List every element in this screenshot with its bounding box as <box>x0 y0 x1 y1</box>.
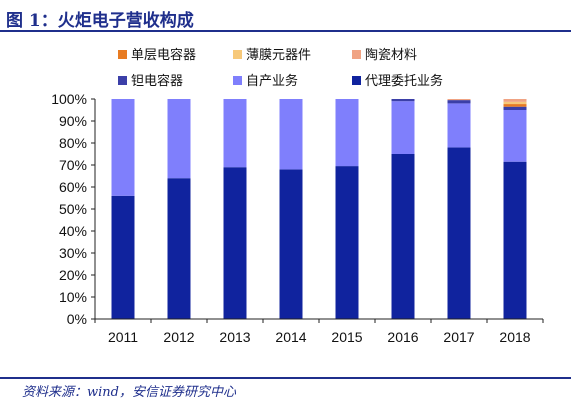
x-tick-label: 2013 <box>219 329 250 345</box>
chart-axes: 0% 10% 20% 30% 40% 50% 60% 70% 80% 90% 100% <box>51 91 544 327</box>
bar-segment <box>167 99 191 179</box>
title-divider <box>0 30 571 32</box>
bar-segment <box>279 169 303 319</box>
legend-label: 单层电容器 <box>131 47 196 62</box>
legend-swatch <box>118 50 127 59</box>
chart-title: 图 1：火炬电子营收构成 <box>6 6 194 31</box>
y-tick-label: 50% <box>59 201 87 217</box>
bar-segment <box>111 195 135 319</box>
bar-segment <box>111 99 135 196</box>
bar-segment <box>391 101 415 154</box>
bar-segment <box>391 154 415 319</box>
y-tick-label: 30% <box>59 245 87 261</box>
y-tick-label: 40% <box>59 223 87 239</box>
y-tick-label: 90% <box>59 113 87 129</box>
y-tick-label: 20% <box>59 267 87 283</box>
x-tick-label: 2018 <box>499 329 530 345</box>
y-tick-label: 10% <box>59 289 87 305</box>
y-tick-label: 100% <box>51 91 87 107</box>
legend-swatch <box>233 76 242 85</box>
legend-label: 陶瓷材料 <box>365 47 417 62</box>
footer-divider <box>0 377 571 379</box>
bar-segment <box>391 99 415 102</box>
x-tick-label: 2011 <box>108 329 138 345</box>
bar-segment <box>447 147 471 319</box>
bar-segment <box>167 178 191 319</box>
legend-label: 代理委托业务 <box>365 73 443 88</box>
source-note: 资料来源：wind，安信证券研究中心 <box>22 385 236 400</box>
bar-segment <box>335 166 359 319</box>
y-tick-label: 0% <box>67 311 87 327</box>
bar-segment <box>503 110 527 162</box>
bar-segment <box>447 103 471 148</box>
bar-stacks: 2011 2012 2013 2014 2015 2016 2017 2018 <box>108 99 531 345</box>
legend-swatch <box>352 76 361 85</box>
x-tick-label: 2012 <box>163 329 194 345</box>
bar-segment <box>447 99 471 101</box>
figure-label: 图 1： <box>6 11 58 31</box>
x-tick-label: 2014 <box>275 329 306 345</box>
legend-label: 钽电容器 <box>131 73 183 88</box>
bar-segment <box>503 104 527 107</box>
y-tick-label: 70% <box>59 157 87 173</box>
legend-label: 自产业务 <box>246 73 298 88</box>
legend-label: 薄膜元器件 <box>246 47 311 62</box>
bar-segment <box>503 99 527 102</box>
x-tick-label: 2016 <box>387 329 418 345</box>
bar-segment <box>335 99 359 167</box>
y-tick-label: 60% <box>59 179 87 195</box>
legend-swatch <box>352 50 361 59</box>
y-tick-label: 80% <box>59 135 87 151</box>
bar-segment <box>503 161 527 319</box>
bar-segment <box>279 99 303 170</box>
legend-swatch <box>118 76 127 85</box>
bar-segment <box>503 106 527 110</box>
title-text: 火炬电子营收构成 <box>57 11 194 31</box>
x-tick-label: 2017 <box>443 329 474 345</box>
bar-segment <box>447 100 471 104</box>
bar-segment <box>503 101 527 105</box>
bar-segment <box>223 167 247 319</box>
legend-swatch <box>233 50 242 59</box>
bar-segment <box>223 99 247 168</box>
x-tick-label: 2015 <box>331 329 362 345</box>
